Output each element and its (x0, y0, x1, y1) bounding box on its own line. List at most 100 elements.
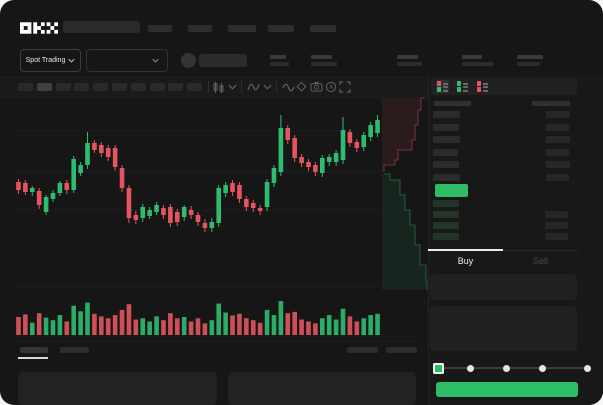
bid-amount-placeholder[interactable] (545, 211, 568, 218)
icon-square (477, 81, 481, 86)
market-type-selector[interactable]: Spot Trading (20, 49, 81, 72)
nav-item-placeholder[interactable] (310, 25, 336, 32)
ask-price-placeholder[interactable] (433, 174, 460, 181)
chart-range-button[interactable] (347, 347, 378, 353)
timeframe-button[interactable] (18, 83, 33, 91)
ask-amount-placeholder[interactable] (546, 149, 569, 156)
search-input[interactable] (63, 21, 140, 33)
chevron-down-icon[interactable] (263, 84, 272, 90)
toolbar-divider (208, 81, 209, 93)
orders-table-placeholder (228, 372, 416, 405)
timeframe-button[interactable] (112, 83, 127, 91)
stat-label-placeholder (397, 62, 422, 66)
amount-slider-handle[interactable] (433, 363, 444, 374)
timeframe-button[interactable] (56, 83, 71, 91)
chevron-down-icon[interactable] (228, 84, 237, 90)
timeframe-button[interactable] (187, 83, 202, 91)
avatar[interactable] (181, 53, 196, 68)
icon-line (483, 82, 488, 85)
timeframe-button[interactable] (131, 83, 146, 91)
stat-value-placeholder (517, 55, 543, 59)
amount-slider-track[interactable] (437, 367, 587, 369)
toolbar-divider (241, 81, 242, 93)
camera-icon[interactable] (310, 81, 323, 92)
bid-price-placeholder[interactable] (433, 222, 459, 229)
timeframe-button[interactable] (74, 83, 89, 91)
volume-chart (15, 298, 381, 335)
fullscreen-icon[interactable] (339, 81, 351, 93)
stat-label-placeholder (311, 62, 337, 66)
ask-price-placeholder[interactable] (433, 136, 460, 143)
timeframe-button[interactable] (93, 83, 108, 91)
ask-price-placeholder[interactable] (433, 124, 459, 131)
bottom-active-tab-indicator (18, 357, 48, 359)
orderbook-last-price[interactable] (435, 184, 468, 197)
history-icon[interactable] (325, 81, 337, 93)
price-input[interactable] (430, 274, 577, 300)
bottom-tab-history[interactable] (60, 347, 89, 353)
ask-price-placeholder[interactable] (433, 149, 458, 156)
ask-amount-placeholder[interactable] (546, 174, 569, 181)
orderbook-toolbar (431, 78, 577, 95)
orderbook-view-bids-only-icon[interactable] (456, 80, 469, 93)
icon-line (463, 86, 468, 88)
icon-color-column (457, 81, 461, 92)
chevron-down-icon (152, 58, 159, 63)
panel-divider (428, 76, 429, 405)
slider-stop-dot[interactable] (503, 365, 510, 372)
nav-item-placeholder[interactable] (148, 25, 172, 32)
ask-amount-placeholder[interactable] (546, 161, 570, 168)
bid-amount-placeholder[interactable] (545, 233, 568, 240)
icon-color-column (477, 81, 481, 92)
draw-tool-icon[interactable] (296, 81, 307, 92)
candle-type-icon[interactable] (213, 81, 225, 94)
orderbook-view-asks-only-icon[interactable] (476, 80, 489, 93)
stat-label-placeholder (462, 62, 493, 66)
icon-line (443, 82, 448, 85)
timeframe-button[interactable] (168, 83, 183, 91)
pair-selector[interactable] (86, 49, 168, 72)
bottom-tab-orders[interactable] (20, 347, 48, 353)
slider-stop-dot[interactable] (467, 365, 474, 372)
slider-stop-dot[interactable] (584, 365, 591, 372)
bid-price-placeholder[interactable] (433, 233, 459, 240)
orderbook-price-column-header (434, 101, 471, 106)
bid-price-placeholder[interactable] (433, 211, 459, 218)
stat-value-placeholder (462, 55, 482, 59)
wave-icon[interactable] (282, 83, 295, 92)
timeframe-button[interactable] (150, 83, 165, 91)
icon-lines-column (463, 81, 468, 92)
ask-price-placeholder[interactable] (433, 161, 459, 168)
ask-amount-placeholder[interactable] (546, 136, 570, 143)
icon-line (483, 89, 488, 92)
buy-submit-button[interactable] (436, 382, 578, 397)
orderbook-view-combined-icon[interactable] (436, 80, 449, 93)
icon-line (483, 86, 488, 88)
ask-amount-placeholder[interactable] (546, 111, 570, 118)
slider-stop-dot[interactable] (539, 365, 546, 372)
okx-logo[interactable] (20, 22, 58, 34)
nav-item-placeholder[interactable] (228, 25, 256, 32)
bid-amount-placeholder[interactable] (545, 222, 568, 229)
candlestick-chart[interactable] (15, 97, 381, 295)
nav-item-placeholder[interactable] (268, 25, 294, 32)
tab-sell[interactable]: Sell (532, 256, 548, 266)
icon-line (463, 89, 468, 92)
market-type-label: Spot Trading (25, 57, 66, 64)
header-action-placeholder[interactable] (199, 54, 247, 67)
stat-value-placeholder (397, 55, 418, 59)
stat-label-placeholder (270, 62, 289, 66)
nav-item-placeholder[interactable] (188, 25, 212, 32)
stat-value-placeholder (311, 55, 332, 59)
ask-amount-placeholder[interactable] (546, 124, 569, 131)
timeframe-button[interactable] (37, 83, 52, 91)
toolbar-divider (276, 81, 277, 93)
amount-input[interactable] (430, 306, 577, 351)
stat-value-placeholder (270, 55, 286, 59)
chart-range-button[interactable] (386, 347, 417, 353)
indicators-icon[interactable] (247, 81, 260, 93)
tab-buy[interactable]: Buy (457, 256, 474, 266)
active-tab-indicator (428, 249, 503, 251)
ask-price-placeholder[interactable] (433, 111, 460, 118)
bid-price-placeholder[interactable] (433, 200, 459, 207)
